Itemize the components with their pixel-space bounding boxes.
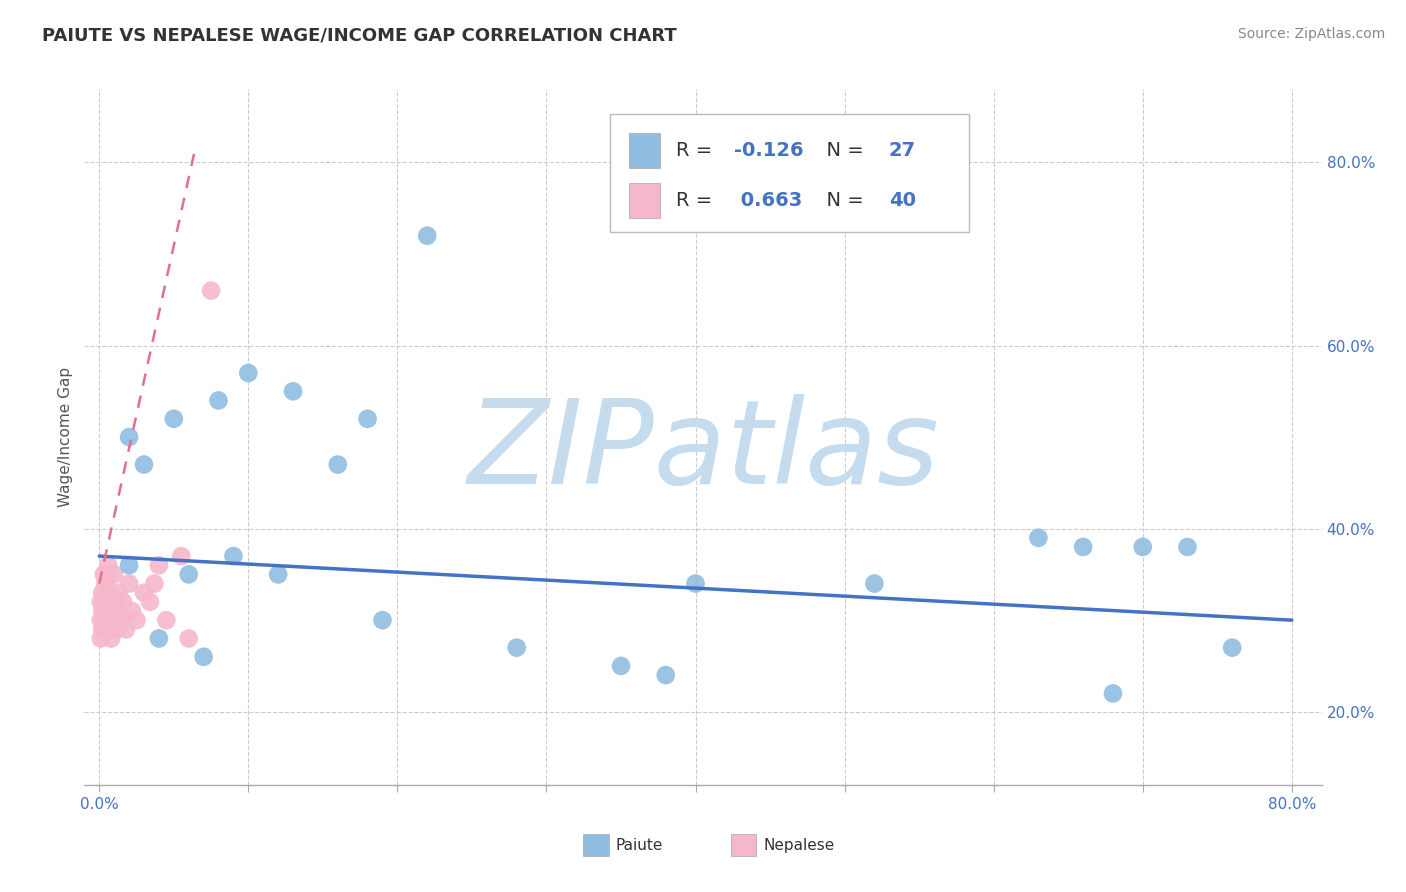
Point bbox=[371, 613, 394, 627]
Point bbox=[90, 595, 112, 609]
Point bbox=[193, 649, 215, 664]
Point bbox=[267, 567, 290, 582]
Text: PAIUTE VS NEPALESE WAGE/INCOME GAP CORRELATION CHART: PAIUTE VS NEPALESE WAGE/INCOME GAP CORRE… bbox=[42, 27, 676, 45]
Text: R =: R = bbox=[676, 141, 718, 160]
Text: Paiute: Paiute bbox=[616, 838, 664, 853]
Point bbox=[96, 595, 118, 609]
Point bbox=[115, 623, 138, 637]
Bar bbox=[628, 133, 659, 168]
Point bbox=[98, 585, 121, 599]
Point bbox=[238, 366, 260, 380]
Point bbox=[654, 668, 676, 682]
Point bbox=[200, 284, 222, 298]
Point bbox=[356, 411, 378, 425]
Point bbox=[177, 567, 200, 582]
Text: 27: 27 bbox=[889, 141, 915, 160]
Point bbox=[94, 604, 117, 618]
Point bbox=[118, 558, 141, 573]
Point bbox=[111, 613, 134, 627]
Text: Nepalese: Nepalese bbox=[763, 838, 835, 853]
Point bbox=[97, 613, 120, 627]
Point bbox=[91, 585, 114, 599]
Point bbox=[139, 595, 162, 609]
Point bbox=[96, 567, 118, 582]
Point bbox=[125, 613, 148, 627]
Point bbox=[94, 576, 117, 591]
Point bbox=[416, 228, 439, 243]
Point bbox=[1071, 540, 1094, 554]
Text: N =: N = bbox=[814, 141, 870, 160]
Point bbox=[118, 430, 141, 444]
Point bbox=[108, 604, 131, 618]
Point bbox=[100, 632, 122, 646]
Point bbox=[132, 458, 155, 472]
Point bbox=[104, 595, 127, 609]
Point bbox=[112, 595, 135, 609]
Point bbox=[170, 549, 193, 563]
Point bbox=[177, 632, 200, 646]
Text: Source: ZipAtlas.com: Source: ZipAtlas.com bbox=[1237, 27, 1385, 41]
Bar bbox=[628, 183, 659, 218]
Point bbox=[105, 623, 128, 637]
Point bbox=[326, 458, 349, 472]
Point bbox=[505, 640, 527, 655]
Point bbox=[1220, 640, 1243, 655]
Point bbox=[163, 411, 186, 425]
Point bbox=[97, 558, 120, 573]
Point bbox=[93, 567, 115, 582]
Point bbox=[100, 595, 122, 609]
Point bbox=[685, 576, 707, 591]
Text: ZIPatlas: ZIPatlas bbox=[467, 394, 939, 508]
Point bbox=[1132, 540, 1154, 554]
Point bbox=[863, 576, 886, 591]
Point bbox=[91, 604, 114, 618]
Point bbox=[610, 659, 633, 673]
Point bbox=[143, 576, 166, 591]
Point bbox=[90, 632, 112, 646]
Text: 40: 40 bbox=[889, 191, 915, 210]
Point bbox=[91, 623, 114, 637]
Point bbox=[1177, 540, 1199, 554]
Point bbox=[98, 613, 121, 627]
Point bbox=[93, 595, 115, 609]
Point bbox=[1102, 686, 1125, 700]
Point bbox=[148, 558, 170, 573]
Point bbox=[94, 623, 117, 637]
Point bbox=[103, 567, 125, 582]
Point bbox=[118, 576, 141, 591]
Point bbox=[281, 384, 304, 399]
Point bbox=[101, 604, 124, 618]
FancyBboxPatch shape bbox=[610, 113, 969, 232]
Point bbox=[222, 549, 245, 563]
Text: N =: N = bbox=[814, 191, 870, 210]
Point bbox=[207, 393, 229, 408]
Point bbox=[132, 585, 155, 599]
Point bbox=[107, 585, 129, 599]
Text: -0.126: -0.126 bbox=[734, 141, 804, 160]
Point bbox=[148, 632, 170, 646]
Text: 0.663: 0.663 bbox=[734, 191, 803, 210]
Text: R =: R = bbox=[676, 191, 718, 210]
Point bbox=[93, 613, 115, 627]
Y-axis label: Wage/Income Gap: Wage/Income Gap bbox=[58, 367, 73, 508]
Point bbox=[121, 604, 143, 618]
Point bbox=[90, 613, 112, 627]
Point bbox=[1028, 531, 1050, 545]
Point bbox=[155, 613, 177, 627]
